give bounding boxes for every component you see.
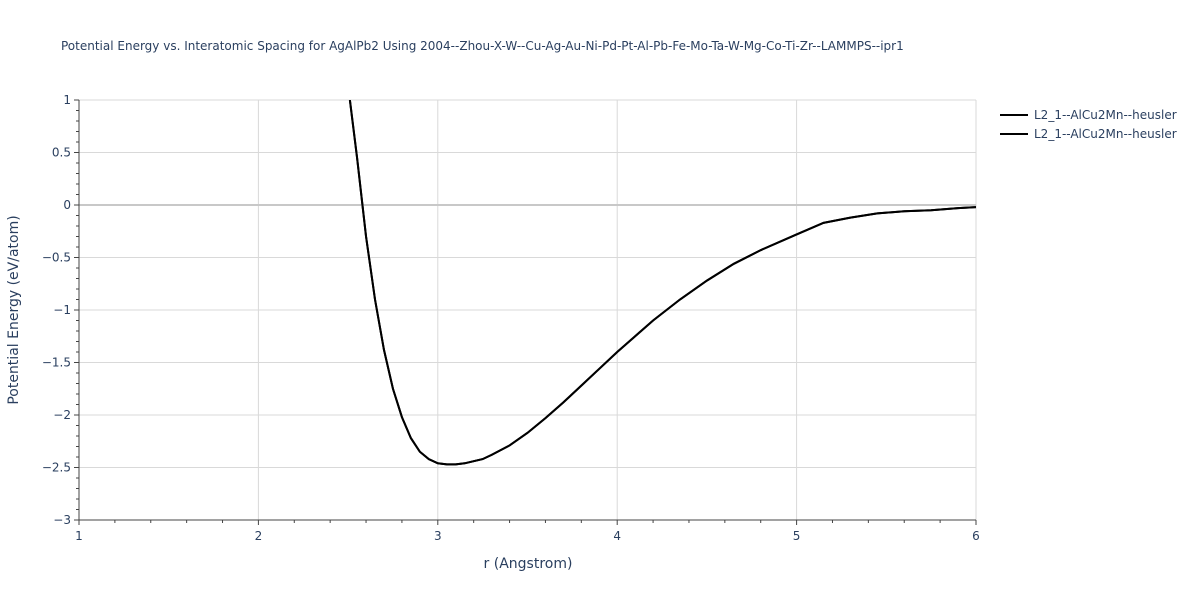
- x-tick-label: 2: [255, 529, 263, 543]
- series-line-2: [348, 100, 976, 466]
- x-tick-label: 5: [793, 529, 801, 543]
- y-axis-title: Potential Energy (eV/atom): [6, 215, 22, 404]
- x-tick-label: 3: [434, 529, 442, 543]
- gridlines: [79, 99, 977, 521]
- legend[interactable]: L2_1--AlCu2Mn--heusler L2_1--AlCu2Mn--heu…: [1000, 108, 1177, 141]
- y-tick-label: −2.5: [42, 461, 71, 475]
- legend-label: L2_1--AlCu2Mn--heusler: [1034, 127, 1177, 141]
- x-tick-label: 6: [972, 529, 980, 543]
- y-tick-label: −3: [53, 513, 71, 527]
- y-tick-label: −1: [53, 303, 71, 317]
- chart-title: Potential Energy vs. Interatomic Spacing…: [61, 39, 904, 53]
- legend-label: L2_1--AlCu2Mn--heusler: [1034, 108, 1177, 122]
- y-tick-label: −0.5: [42, 251, 71, 265]
- y-tick-label: 0: [63, 198, 71, 212]
- legend-item[interactable]: L2_1--AlCu2Mn--heusler: [1000, 108, 1177, 122]
- series-line-1: [348, 100, 976, 466]
- x-tick-label: 1: [75, 529, 83, 543]
- legend-item[interactable]: L2_1--AlCu2Mn--heusler: [1000, 127, 1177, 141]
- y-tick-label: 1: [63, 93, 71, 107]
- plot-area: [348, 100, 976, 466]
- y-tick-label: −2: [53, 408, 71, 422]
- x-axis-title: r (Angstrom): [484, 556, 573, 572]
- y-tick-label: −1.5: [42, 356, 71, 370]
- x-tick-label: 4: [613, 529, 621, 543]
- y-tick-label: 0.5: [52, 146, 71, 160]
- axes: [74, 99, 977, 525]
- tick-labels: 1 2 3 4 5 6 1 0.5 0 −0.5 −1 −1.5 −2 −2.5 −3: [42, 93, 980, 543]
